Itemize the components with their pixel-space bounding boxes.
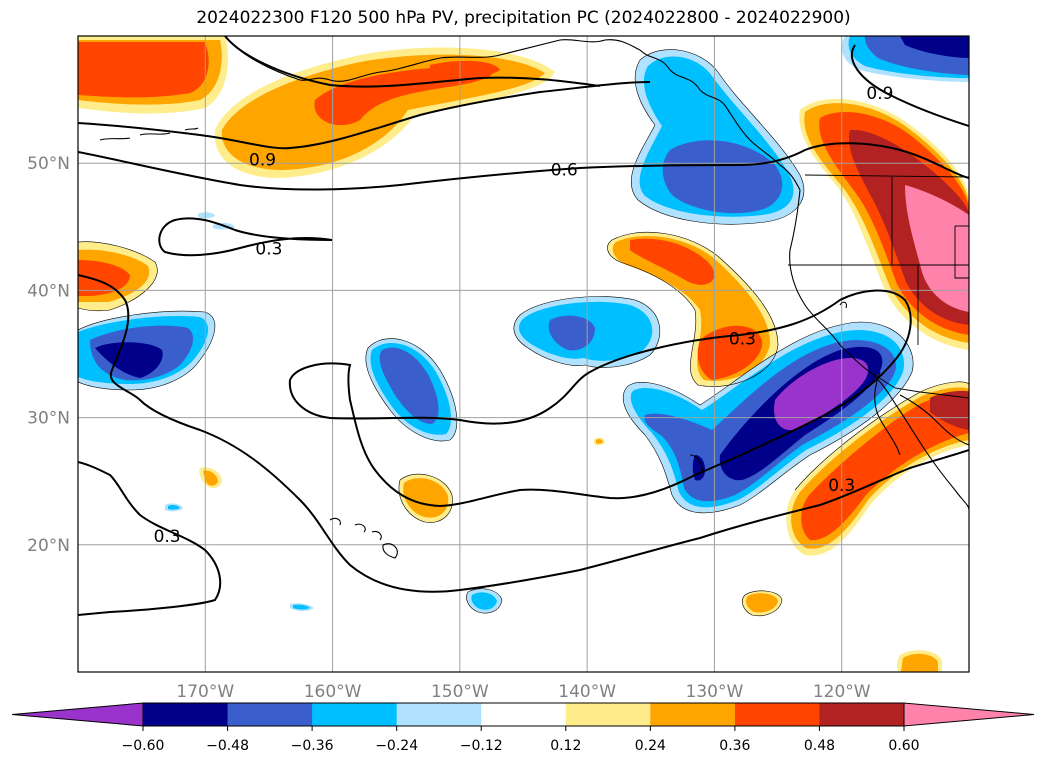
lon-tick-label: 120°W: [813, 682, 871, 702]
lat-tick-label: 20°N: [27, 536, 70, 556]
anomaly-pnw-negative: [631, 49, 804, 225]
political-borders: [788, 174, 969, 399]
anomaly-blob-155w-negative: [365, 338, 457, 441]
colorbar-segment: [227, 703, 313, 726]
colorbar-segment: [734, 703, 820, 726]
contour-label: 0.9: [866, 84, 893, 104]
anomaly-nw-corner-positive: [78, 36, 229, 114]
colorbar-segment: [481, 703, 567, 726]
colorbar-tick-label: 0.24: [635, 738, 666, 754]
lon-tick-label: 130°W: [686, 682, 744, 702]
colorbar-tick-label: −0.36: [291, 738, 334, 754]
colorbar-segment: [565, 703, 651, 726]
colorbar-outline: [142, 702, 905, 727]
colorbar-tick-label: 0.60: [888, 738, 919, 754]
lat-tick-label: 40°N: [27, 281, 70, 301]
contour-labels: 0.9 0.6 0.9 0.3 0.3 0.3 0.3: [154, 84, 894, 547]
longitude-tick-labels: 170°W 160°W 150°W 140°W 130°W 120°W: [176, 682, 870, 702]
colorbar-tick-label: −0.24: [375, 738, 418, 754]
lon-tick-label: 170°W: [176, 682, 234, 702]
lon-tick-label: 140°W: [558, 682, 616, 702]
anomaly-mexico-positive: [786, 381, 969, 556]
colorbar-segment: [396, 703, 482, 726]
colorbar-segment: [819, 703, 905, 726]
contour-label: 0.3: [828, 476, 855, 496]
anomaly-california-offshore-positive: [607, 232, 778, 387]
colorbar-segment: [312, 703, 398, 726]
map-plot-area: 0.9 0.6 0.9 0.3 0.3 0.3 0.3: [78, 36, 969, 672]
anomaly-west-positive: [78, 241, 158, 311]
coastlines: [99, 36, 969, 559]
anomaly-ne-corner-negative: [841, 36, 969, 82]
colorbar-tick-label: −0.48: [206, 738, 249, 754]
colorbar: −0.60 −0.48 −0.36 −0.24 −0.12 0.12 0.24 0.36 0.4…: [11, 702, 1035, 754]
contour-label: 0.3: [255, 239, 282, 259]
colorbar-tick-label: −0.12: [460, 738, 503, 754]
colorbar-tick-label: 0.48: [804, 738, 835, 754]
colorbar-extend-max: [903, 702, 1035, 727]
chart-title: 2024022300 F120 500 hPa PV, precipitatio…: [196, 8, 851, 28]
contour-label: 0.3: [729, 330, 756, 350]
colorbar-tick-label: 0.12: [550, 738, 581, 754]
colorbar-tick-label: 0.36: [719, 738, 750, 754]
latitude-tick-labels: 20°N 30°N 40°N 50°N: [27, 154, 70, 556]
lat-tick-label: 30°N: [27, 409, 70, 429]
lat-tick-label: 50°N: [27, 154, 70, 174]
contour-label: 0.3: [154, 527, 181, 547]
colorbar-tick-label: −0.60: [122, 738, 165, 754]
anomaly-outlines: [78, 49, 969, 617]
pv-contours: [78, 36, 969, 616]
colorbar-segment: [143, 703, 229, 726]
map-frame: [77, 35, 970, 673]
contour-label: 0.9: [249, 150, 276, 170]
colorbar-segment: [650, 703, 736, 726]
lon-tick-label: 150°W: [431, 682, 489, 702]
anomaly-small-blobs: [165, 212, 942, 672]
lon-tick-label: 160°W: [304, 682, 362, 702]
contour-label: 0.6: [551, 161, 578, 181]
colorbar-extend-min: [11, 702, 144, 727]
